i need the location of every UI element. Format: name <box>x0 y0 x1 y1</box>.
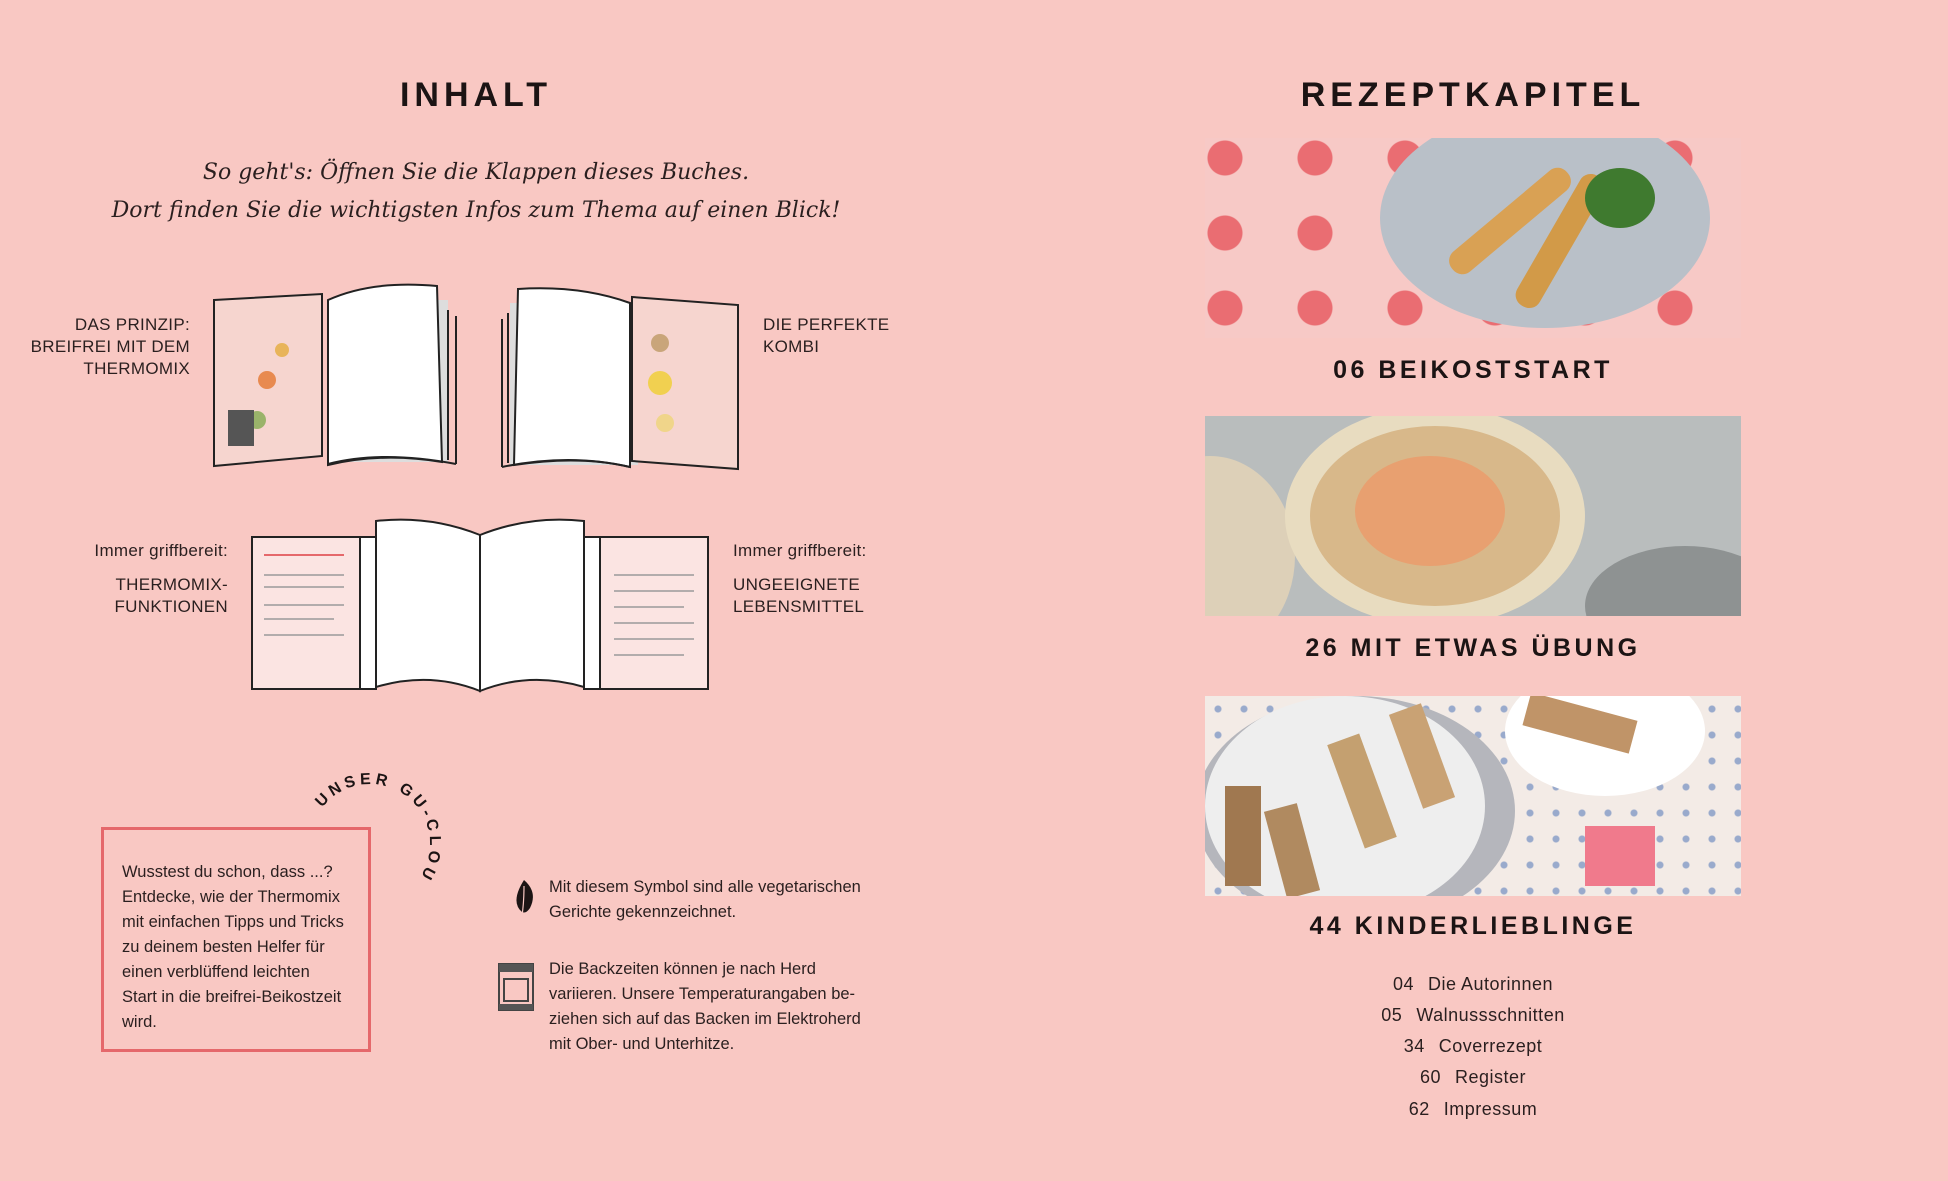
oven-icon <box>498 963 534 1011</box>
toc-title: Impressum <box>1443 1099 1538 1119</box>
toc-item[interactable]: 04 Die Autorinnen <box>1273 974 1673 995</box>
note-vegetarian: Mit diesem Symbol sind alle vegetarische… <box>549 875 889 925</box>
toc-item[interactable]: 05 Walnussschnitten <box>1273 1005 1673 1026</box>
clou-line: Wusstest du schon, dass ...? <box>122 863 333 881</box>
label-line: KOMBI <box>763 337 820 356</box>
clou-line: zu deinem besten Helfer für <box>122 938 325 956</box>
toc-item[interactable]: 62 Impressum <box>1273 1099 1673 1120</box>
toc-item[interactable]: 60 Register <box>1273 1067 1673 1088</box>
intro-line: Dort finden Sie die wichtigsten Infos zu… <box>111 198 841 223</box>
toc-title: Register <box>1455 1067 1527 1087</box>
label-line: THERMOMIX- <box>115 575 228 594</box>
note-line: variieren. Unsere Temperaturangaben be- <box>549 985 856 1003</box>
label-kicker: Immer griffbereit: <box>733 541 867 560</box>
clou-line: einen verblüffend leichten <box>122 963 310 981</box>
toc-page: 60 <box>1419 1067 1441 1087</box>
toc-title: Coverrezept <box>1438 1036 1543 1056</box>
toc-title: Die Autorinnen <box>1427 974 1554 994</box>
clou-line: wird. <box>122 1013 157 1031</box>
clou-line: Start in die breifrei-Beikostzeit <box>122 988 342 1006</box>
label-line: FUNKTIONEN <box>114 597 228 616</box>
note-line: Mit diesem Symbol sind alle vegetarische… <box>549 878 861 896</box>
note-line: ziehen sich auf das Backen im Elektroher… <box>549 1010 861 1028</box>
gu-clou-box: Wusstest du schon, dass ...? Entdecke, w… <box>101 827 371 1052</box>
label-line: UNGEEIGNETE <box>733 575 861 594</box>
clou-line: mit einfachen Tipps und Tricks <box>122 913 344 931</box>
note-line: Die Backzeiten können je nach Herd <box>549 960 816 978</box>
label-kicker: Immer griffbereit: <box>94 541 228 560</box>
label-line: DAS PRINZIP: <box>74 315 190 334</box>
flap-label-lebensmittel: Immer griffbereit: UNGEEIGNETE LEBENSMIT… <box>733 540 867 618</box>
label-line: BREIFREI MIT DEM <box>30 337 190 356</box>
label-line: LEBENSMITTEL <box>733 597 865 616</box>
leaf-icon <box>516 880 533 917</box>
book-illustration-prinzip <box>213 283 457 468</box>
note-line: Gerichte gekennzeichnet. <box>549 903 737 921</box>
chapter-label[interactable]: 26 MIT ETWAS ÜBUNG <box>1305 634 1641 662</box>
flap-label-prinzip: DAS PRINZIP: BREIFREI MIT DEM THERMOMIX <box>0 314 190 380</box>
chapter-photo-kinderlieblinge <box>1205 696 1741 896</box>
label-line: THERMOMIX <box>83 359 190 378</box>
chapter-photo-mit-etwas-uebung <box>1205 416 1741 616</box>
clou-line: Entdecke, wie der Thermomix <box>122 888 340 906</box>
toc-title: Walnussschnitten <box>1416 1005 1565 1025</box>
intro-text: So geht's: Öffnen Sie die Klappen dieses… <box>26 154 926 230</box>
toc-page: 04 <box>1392 974 1414 994</box>
book-illustration-griffbereit <box>251 518 709 693</box>
note-oven: Die Backzeiten können je nach Herd varii… <box>549 957 889 1057</box>
toc-page: 05 <box>1381 1005 1403 1025</box>
intro-line: So geht's: Öffnen Sie die Klappen dieses… <box>202 160 750 185</box>
toc-page: 62 <box>1408 1099 1430 1119</box>
note-line: mit Ober- und Unterhitze. <box>549 1035 735 1053</box>
chapter-photo-beikoststart <box>1205 138 1741 338</box>
flap-label-funktionen: Immer griffbereit: THERMOMIX- FUNKTIONEN <box>0 540 228 618</box>
flap-label-kombi: DIE PERFEKTE KOMBI <box>763 314 889 358</box>
toc-item[interactable]: 34 Coverrezept <box>1273 1036 1673 1057</box>
label-line: DIE PERFEKTE <box>763 315 890 334</box>
toc-page: 34 <box>1403 1036 1425 1056</box>
page-title-rezeptkapitel: REZEPTKAPITEL <box>1300 76 1646 114</box>
page-title-inhalt: INHALT <box>399 76 553 114</box>
book-illustration-kombi <box>501 287 739 471</box>
chapter-label[interactable]: 06 BEIKOSTSTART <box>1333 356 1613 384</box>
chapter-label[interactable]: 44 KINDERLIEBLINGE <box>1309 912 1637 940</box>
